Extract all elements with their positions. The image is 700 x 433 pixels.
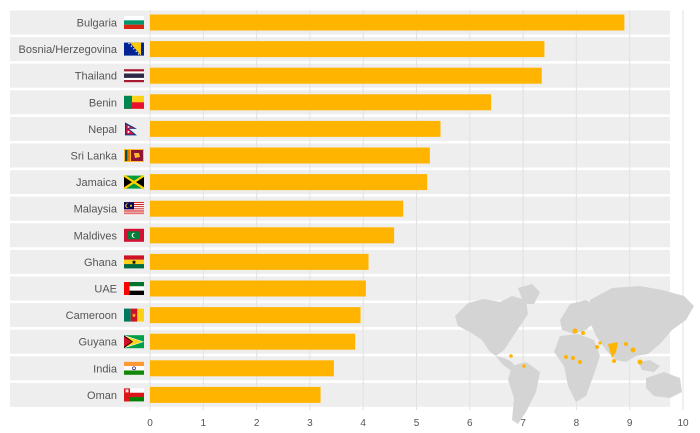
category-label: Benin <box>89 97 117 109</box>
oman-flag <box>124 388 144 402</box>
category-labels: Bulgaria Bosnia/Herzegovina Thailand Benin N… <box>19 18 118 402</box>
bar-bulgaria <box>150 14 625 31</box>
x-tick-label: 5 <box>414 418 420 429</box>
bar-sri-lanka <box>150 147 430 164</box>
world-map-icon <box>455 284 694 424</box>
jamaica-flag <box>123 174 145 190</box>
category-label: Bosnia/Herzegovina <box>19 44 118 56</box>
x-tick-label: 2 <box>254 418 260 429</box>
row-band-oman <box>10 382 670 407</box>
maldives-flag <box>124 228 144 242</box>
x-tick-label: 8 <box>574 418 580 429</box>
category-label: Nepal <box>88 124 117 136</box>
bar-cameroon <box>150 307 361 324</box>
sri-lanka-flag <box>124 149 144 162</box>
category-label: Ghana <box>84 257 118 269</box>
category-label: Guyana <box>78 337 117 349</box>
x-tick-label: 6 <box>467 418 473 429</box>
ghana-flag <box>124 255 144 269</box>
x-tick-label: 10 <box>677 418 689 429</box>
x-tick-label: 3 <box>307 418 313 429</box>
nepal-flag <box>125 122 137 136</box>
bar-benin <box>150 94 492 111</box>
x-axis-tick-labels: 0 1 2 3 4 5 6 7 8 9 10 <box>147 418 689 429</box>
guyana-flag <box>124 335 144 349</box>
bar-uae <box>150 280 366 297</box>
category-label: Maldives <box>74 230 118 242</box>
bar-nepal <box>150 120 441 137</box>
category-label: Bulgaria <box>77 18 118 30</box>
category-label: Cameroon <box>66 310 117 322</box>
bar-india <box>150 360 334 377</box>
uae-flag <box>124 282 144 295</box>
x-tick-label: 0 <box>147 418 153 429</box>
x-tick-label: 9 <box>627 418 633 429</box>
bars <box>150 14 625 403</box>
bar-ghana <box>150 253 369 270</box>
bar-bosnia-herzegovina <box>150 41 545 58</box>
category-label: Malaysia <box>74 204 118 216</box>
bulgaria-flag <box>124 16 144 29</box>
bar-jamaica <box>150 174 428 191</box>
bar-thailand <box>150 67 542 84</box>
benin-flag <box>124 95 144 109</box>
thailand-flag <box>124 69 144 83</box>
category-label: Oman <box>87 390 117 402</box>
x-tick-label: 7 <box>520 418 526 429</box>
malaysia-flag <box>124 202 144 216</box>
bar-guyana <box>150 333 356 350</box>
category-label: India <box>93 363 118 375</box>
india-flag <box>124 361 144 375</box>
category-label: Thailand <box>75 71 117 83</box>
x-tick-label: 4 <box>360 418 366 429</box>
bar-oman <box>150 386 321 403</box>
flag-icons <box>123 16 145 402</box>
category-label: UAE <box>94 284 117 296</box>
cameroon-flag <box>124 308 144 322</box>
category-label: Sri Lanka <box>71 151 118 163</box>
bar-maldives <box>150 227 395 244</box>
bar-malaysia <box>150 200 404 217</box>
bosnia-herzegovina-flag <box>124 42 144 56</box>
x-tick-label: 1 <box>201 418 207 429</box>
category-label: Jamaica <box>76 177 118 189</box>
